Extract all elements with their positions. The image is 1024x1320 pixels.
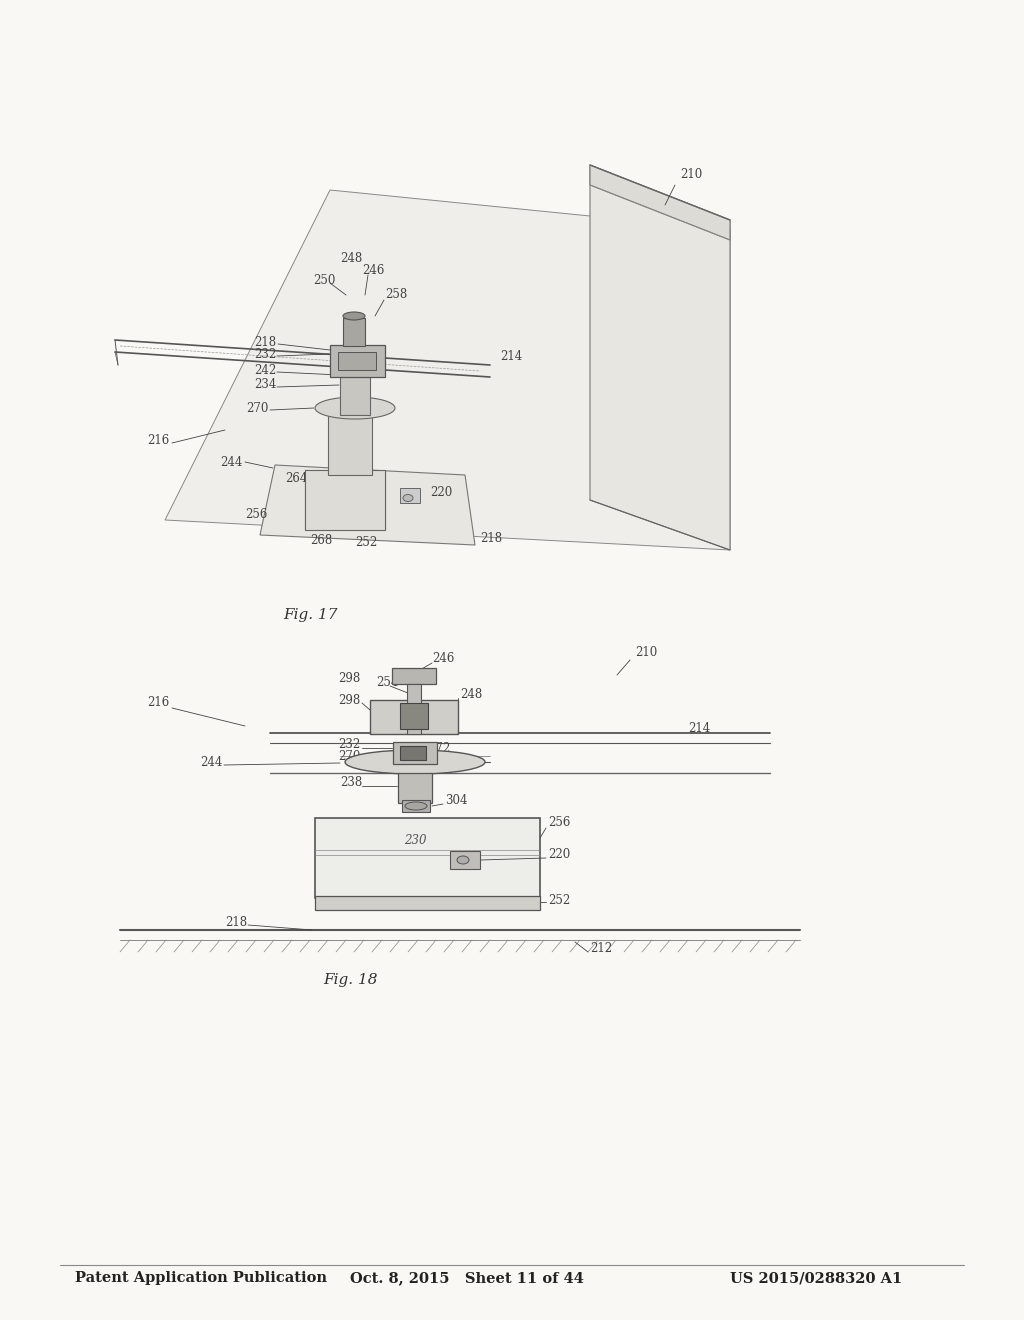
Text: 248: 248 (460, 689, 482, 701)
Text: 216: 216 (147, 433, 169, 446)
Polygon shape (590, 165, 730, 550)
Ellipse shape (343, 312, 365, 319)
Text: 298: 298 (338, 672, 360, 685)
Bar (400, 704, 428, 729)
Text: 264: 264 (285, 471, 307, 484)
Bar (392, 668, 436, 684)
Text: 210: 210 (635, 647, 657, 660)
Bar (328, 414, 372, 475)
Text: 214: 214 (500, 351, 522, 363)
Text: 298: 298 (338, 693, 360, 706)
Text: 220: 220 (548, 849, 570, 862)
Text: 216: 216 (147, 697, 169, 710)
Polygon shape (590, 165, 730, 240)
Ellipse shape (315, 397, 395, 418)
Bar (315, 818, 540, 898)
Text: 254: 254 (376, 676, 398, 689)
Bar (330, 345, 385, 378)
Text: 246: 246 (362, 264, 384, 276)
Text: US 2015/0288320 A1: US 2015/0288320 A1 (730, 1271, 902, 1284)
Bar (400, 746, 426, 760)
Text: 270: 270 (246, 401, 268, 414)
Text: 244: 244 (200, 756, 222, 770)
Bar (315, 896, 540, 909)
Text: 244: 244 (220, 455, 243, 469)
Bar (340, 375, 370, 414)
Text: 256: 256 (245, 508, 267, 521)
Ellipse shape (406, 803, 427, 810)
Bar (400, 488, 420, 503)
Bar (370, 700, 458, 734)
Bar (393, 742, 437, 764)
Polygon shape (165, 190, 730, 550)
Text: 232: 232 (254, 347, 276, 360)
Text: 220: 220 (430, 486, 453, 499)
Text: 248: 248 (340, 252, 362, 264)
Text: 252: 252 (548, 894, 570, 907)
Bar (398, 774, 432, 803)
Text: 246: 246 (432, 652, 455, 664)
Text: 232: 232 (338, 738, 360, 751)
Text: 304: 304 (445, 795, 468, 808)
Text: 234: 234 (254, 379, 276, 392)
Bar (450, 851, 480, 869)
Polygon shape (260, 465, 475, 545)
Text: 238: 238 (340, 776, 362, 789)
Text: 256: 256 (548, 817, 570, 829)
Bar (305, 470, 385, 531)
Ellipse shape (457, 855, 469, 865)
Text: 258: 258 (385, 289, 408, 301)
Bar (338, 352, 376, 370)
Text: 218: 218 (254, 335, 276, 348)
Text: Oct. 8, 2015   Sheet 11 of 44: Oct. 8, 2015 Sheet 11 of 44 (350, 1271, 584, 1284)
Bar (343, 318, 365, 346)
Text: 252: 252 (355, 536, 377, 549)
Ellipse shape (403, 495, 413, 502)
Text: Patent Application Publication: Patent Application Publication (75, 1271, 327, 1284)
Text: 218: 218 (480, 532, 502, 544)
Text: 212: 212 (590, 941, 612, 954)
Ellipse shape (345, 750, 485, 774)
Bar (407, 684, 421, 734)
Text: 268: 268 (310, 533, 332, 546)
Text: 218: 218 (225, 916, 247, 928)
Text: 242: 242 (254, 363, 276, 376)
Text: 272: 272 (428, 742, 451, 755)
Text: Fig. 17: Fig. 17 (283, 609, 337, 622)
Bar (402, 800, 430, 812)
Text: 270: 270 (338, 751, 360, 763)
Text: Fig. 18: Fig. 18 (323, 973, 377, 987)
Text: 250: 250 (313, 273, 336, 286)
Text: 214: 214 (688, 722, 711, 734)
Text: 230: 230 (403, 833, 426, 846)
Text: 210: 210 (680, 169, 702, 181)
